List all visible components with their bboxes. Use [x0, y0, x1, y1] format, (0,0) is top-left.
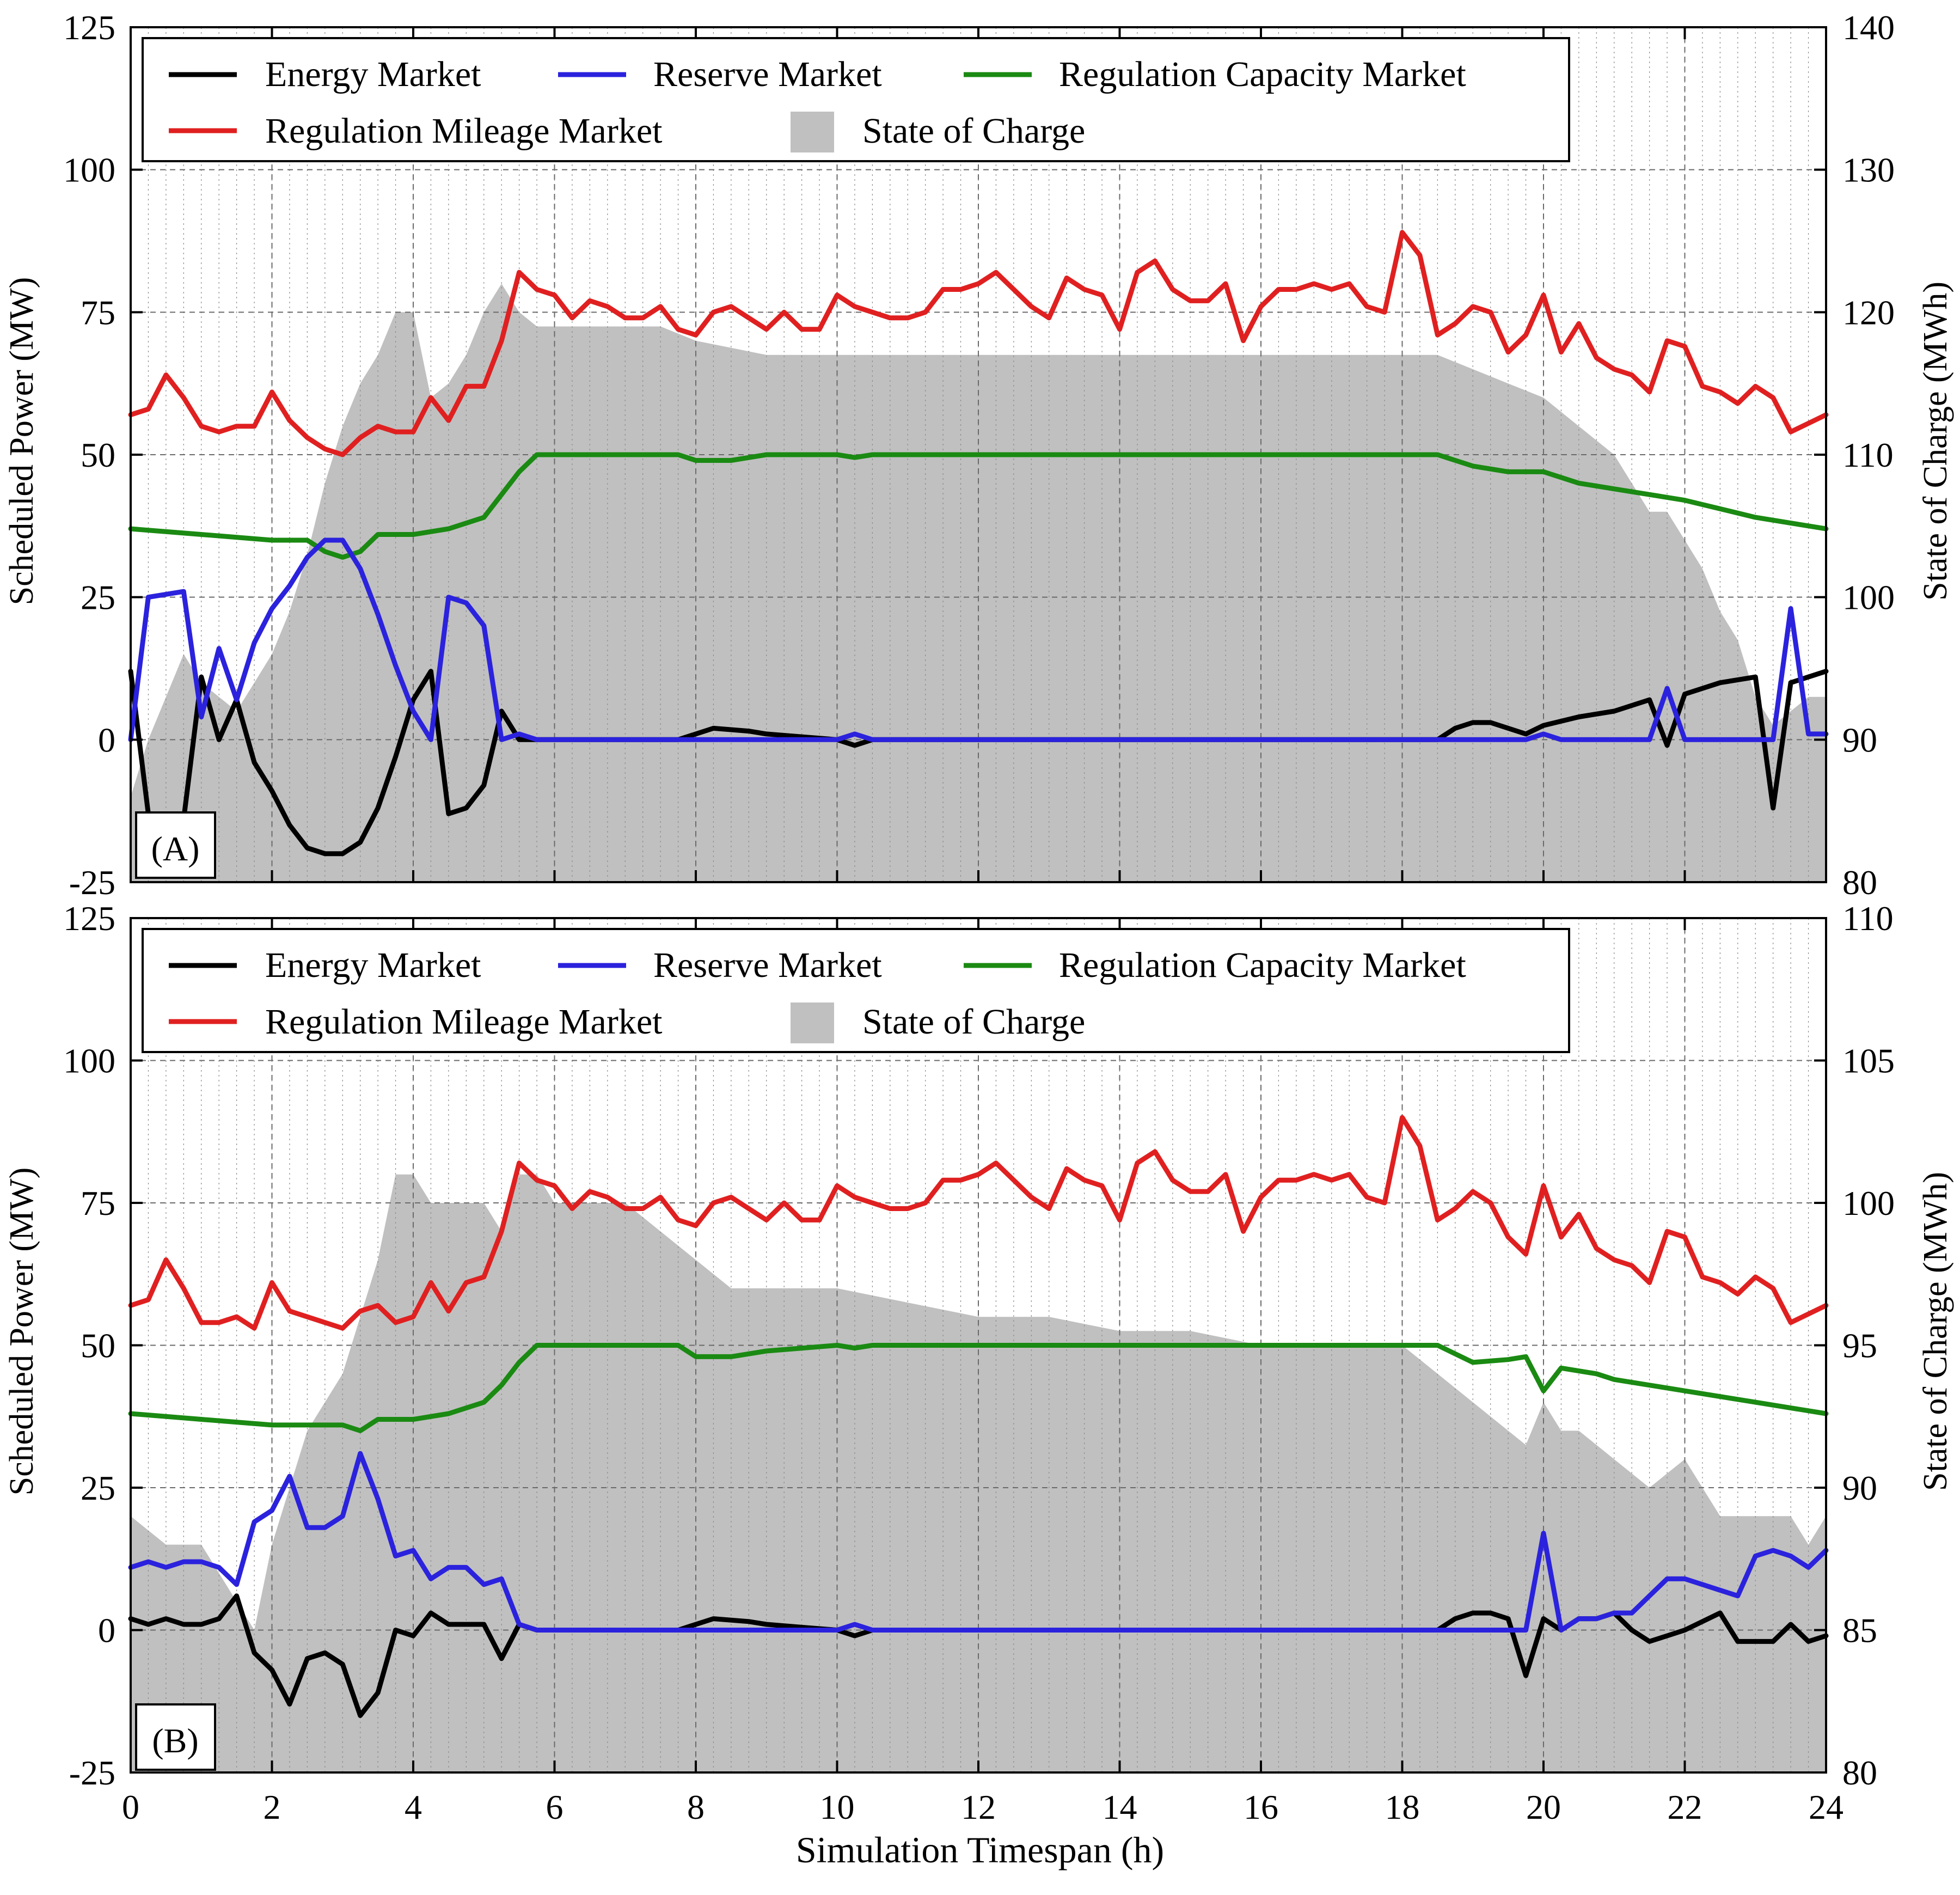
y-tick-label: 125	[63, 899, 115, 938]
y-tick-label: 100	[63, 1042, 115, 1080]
y-tick-label: 50	[81, 436, 115, 474]
legend-a-reg-capacity-label: Regulation Capacity Market	[1059, 54, 1466, 94]
legend-a-reg-mileage-label: Regulation Mileage Market	[265, 111, 662, 151]
panel-b-reserve-line	[128, 1451, 1829, 1633]
legend-b-energy-label: Energy Market	[265, 945, 481, 985]
x-tick-label: 16	[1244, 1788, 1278, 1826]
legend-b-reg-capacity-label: Regulation Capacity Market	[1059, 945, 1466, 985]
legend-a-soc-swatch	[791, 112, 834, 152]
panel-a: -25 0 25 50 75 100 125 80 90 100 110 120 130 140 Sche…	[3, 8, 1954, 902]
y2-tick-label: 100	[1842, 1184, 1895, 1222]
y-tick-label: 0	[98, 720, 115, 759]
panel-b-label: (B)	[152, 1721, 198, 1760]
x-tick-label: 0	[122, 1788, 139, 1826]
y-tick-label: 25	[81, 578, 115, 617]
y2-tick-label: 100	[1842, 578, 1895, 617]
y-tick-label: -25	[69, 1753, 115, 1792]
panel-a-legend: Energy Market Reserve Market Regulation …	[142, 37, 1570, 162]
y2-tick-label: 85	[1842, 1611, 1877, 1650]
y-tick-label: 100	[63, 151, 115, 190]
panel-b-ylabel: Scheduled Power (MW)	[3, 1167, 40, 1496]
y2-tick-label: 80	[1842, 863, 1877, 902]
y-tick-label: 50	[81, 1326, 115, 1365]
y2-tick-label: 95	[1842, 1326, 1877, 1365]
x-tick-label: 2	[264, 1788, 281, 1826]
legend-b-soc-label: State of Charge	[862, 1002, 1085, 1042]
x-tick-label: 24	[1809, 1788, 1843, 1826]
y-tick-label: 75	[81, 1184, 115, 1222]
y2-tick-label: 110	[1842, 899, 1894, 938]
x-tick-label: 6	[546, 1788, 564, 1826]
x-axis-ticklabels: 0 2 4 6 8 10 12 14 16 18 20 22 24	[122, 1788, 1843, 1826]
y2-tick-label: 80	[1842, 1753, 1877, 1792]
panel-a-reg-mileage-line	[128, 230, 1829, 457]
x-tick-label: 14	[1102, 1788, 1137, 1826]
panel-b-label-box: (B)	[135, 1703, 216, 1771]
x-axis-label: Simulation Timespan (h)	[796, 1829, 1164, 1870]
panel-a-reserve-line	[128, 537, 1829, 742]
legend-a-reserve-label: Reserve Market	[653, 54, 882, 94]
panel-b-legend: Energy Market Reserve Market Regulation …	[142, 928, 1570, 1053]
panel-b: -25 0 25 50 75 100 125 80 85 90 95 100 105 110 Schedu…	[3, 899, 1954, 1792]
panel-a-label: (A)	[151, 829, 200, 868]
x-tick-label: 4	[405, 1788, 422, 1826]
panel-a-energy-line	[128, 669, 1829, 857]
y2-tick-label: 130	[1842, 151, 1895, 190]
x-tick-label: 22	[1668, 1788, 1702, 1826]
x-tick-label: 12	[961, 1788, 996, 1826]
y-tick-label: 0	[98, 1611, 115, 1650]
panel-b-reg-mileage-line	[128, 1115, 1829, 1331]
y2-tick-label: 105	[1842, 1042, 1895, 1080]
y2-tick-label: 140	[1842, 8, 1895, 47]
y2-tick-label: 90	[1842, 720, 1877, 759]
y-tick-label: 125	[63, 8, 115, 47]
y2-tick-label: 120	[1842, 293, 1895, 332]
y-tick-label: 75	[81, 293, 115, 332]
x-tick-label: 8	[687, 1788, 705, 1826]
panel-a-reg-capacity-line	[128, 452, 1829, 560]
x-tick-label: 20	[1526, 1788, 1561, 1826]
y-tick-label: -25	[69, 863, 115, 902]
panel-b-reg-capacity-line	[128, 1343, 1829, 1433]
panel-a-legend-box	[142, 37, 1570, 162]
legend-b-soc-swatch	[791, 1002, 834, 1043]
panel-b-energy-line	[128, 1593, 1829, 1718]
panel-b-y2label: State of Charge (MWh)	[1917, 1172, 1954, 1491]
y-tick-label: 25	[81, 1469, 115, 1507]
x-tick-label: 18	[1385, 1788, 1420, 1826]
panel-a-ylabel: Scheduled Power (MW)	[3, 277, 40, 606]
x-tick-label: 10	[820, 1788, 855, 1826]
legend-a-energy-label: Energy Market	[265, 54, 481, 94]
y2-tick-label: 90	[1842, 1469, 1877, 1507]
legend-b-reserve-label: Reserve Market	[653, 945, 882, 985]
panel-a-y2label: State of Charge (MWh)	[1917, 282, 1954, 601]
legend-b-reg-mileage-label: Regulation Mileage Market	[265, 1002, 662, 1042]
panel-b-legend-box	[142, 928, 1570, 1053]
panel-a-label-box: (A)	[135, 811, 216, 879]
y2-tick-label: 110	[1842, 436, 1894, 474]
legend-a-soc-label: State of Charge	[862, 111, 1085, 151]
